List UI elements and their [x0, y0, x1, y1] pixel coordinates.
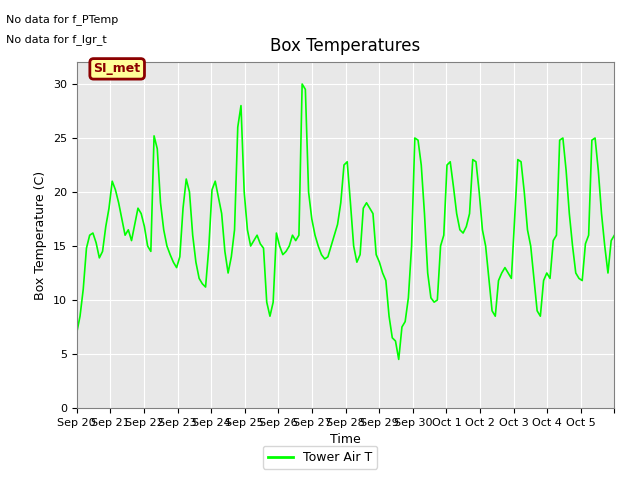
- Text: SI_met: SI_met: [93, 62, 141, 75]
- Text: No data for f_PTemp: No data for f_PTemp: [6, 14, 118, 25]
- Title: Box Temperatures: Box Temperatures: [271, 37, 420, 55]
- X-axis label: Time: Time: [330, 433, 361, 446]
- Legend: Tower Air T: Tower Air T: [263, 446, 377, 469]
- Text: No data for f_lgr_t: No data for f_lgr_t: [6, 34, 107, 45]
- Y-axis label: Box Temperature (C): Box Temperature (C): [35, 170, 47, 300]
